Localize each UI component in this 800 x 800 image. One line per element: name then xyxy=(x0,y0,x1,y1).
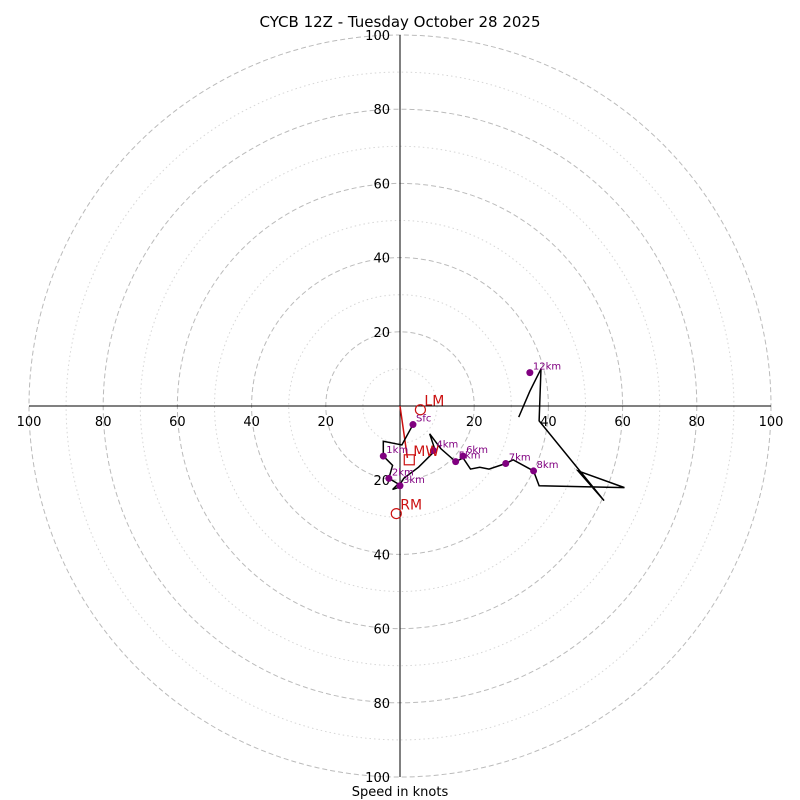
marker-dot-7km xyxy=(502,460,510,468)
x-tick-left-80: 80 xyxy=(95,415,112,430)
y-tick-down-40: 40 xyxy=(373,548,390,563)
x-tick-left-20: 20 xyxy=(318,415,335,430)
y-tick-down-80: 80 xyxy=(373,697,390,712)
marker-label-12km: 12km xyxy=(533,362,561,373)
marker-label-6km: 6km xyxy=(466,445,488,456)
y-tick-up-20: 20 xyxy=(373,326,390,341)
marker-label-1km: 1km xyxy=(386,445,408,456)
y-tick-up-80: 80 xyxy=(373,103,390,118)
marker-dot-12km xyxy=(526,369,534,377)
y-tick-up-100: 100 xyxy=(365,29,390,44)
marker-label-Sfc: Sfc xyxy=(416,414,431,425)
marker-label-5km: 5km xyxy=(459,451,481,462)
x-tick-left-40: 40 xyxy=(243,415,260,430)
marker-dot-4km xyxy=(429,447,437,455)
marker-dot-8km xyxy=(530,467,538,475)
storm-symbol-RM xyxy=(390,507,402,520)
marker-label-8km: 8km xyxy=(537,460,559,471)
x-tick-right-20: 20 xyxy=(466,415,483,430)
x-tick-right-40: 40 xyxy=(540,415,557,430)
storm-symbol-LM xyxy=(414,404,427,416)
y-tick-up-40: 40 xyxy=(373,252,390,267)
marker-dot-6km xyxy=(459,452,467,460)
x-tick-left-100: 100 xyxy=(17,415,42,430)
bunkers-line xyxy=(399,405,409,459)
x-tick-right-80: 80 xyxy=(689,415,706,430)
marker-label-2km: 2km xyxy=(392,467,414,478)
x-tick-right-60: 60 xyxy=(614,415,631,430)
storm-symbol-MW xyxy=(403,454,415,466)
x-tick-left-60: 60 xyxy=(169,415,186,430)
marker-label-3km: 3km xyxy=(403,475,425,486)
marker-dot-Sfc xyxy=(409,421,417,429)
y-tick-up-60: 60 xyxy=(373,177,390,192)
marker-label-7km: 7km xyxy=(509,453,531,464)
tick-labels: 100 80 60 40 20 20 40 60 80 100204060801002040608… xyxy=(17,29,784,786)
y-tick-down-60: 60 xyxy=(373,623,390,638)
x-tick-right-100: 100 xyxy=(759,415,784,430)
storm-motion-markers: LM MW RM xyxy=(390,394,444,520)
marker-dot-2km xyxy=(385,474,393,482)
marker-dot-1km xyxy=(379,452,387,460)
y-tick-down-100: 100 xyxy=(365,771,390,786)
marker-dot-3km xyxy=(396,482,404,490)
storm-label-MW: MW xyxy=(413,444,439,460)
x-axis-label: Speed in knots xyxy=(352,785,449,800)
marker-label-4km: 4km xyxy=(436,440,458,451)
chart-title: CYCB 12Z - Tuesday October 28 2025 xyxy=(259,13,540,31)
storm-label-LM: LM xyxy=(424,394,444,410)
marker-dot-5km xyxy=(452,458,460,466)
storm-label-RM: RM xyxy=(400,498,422,514)
